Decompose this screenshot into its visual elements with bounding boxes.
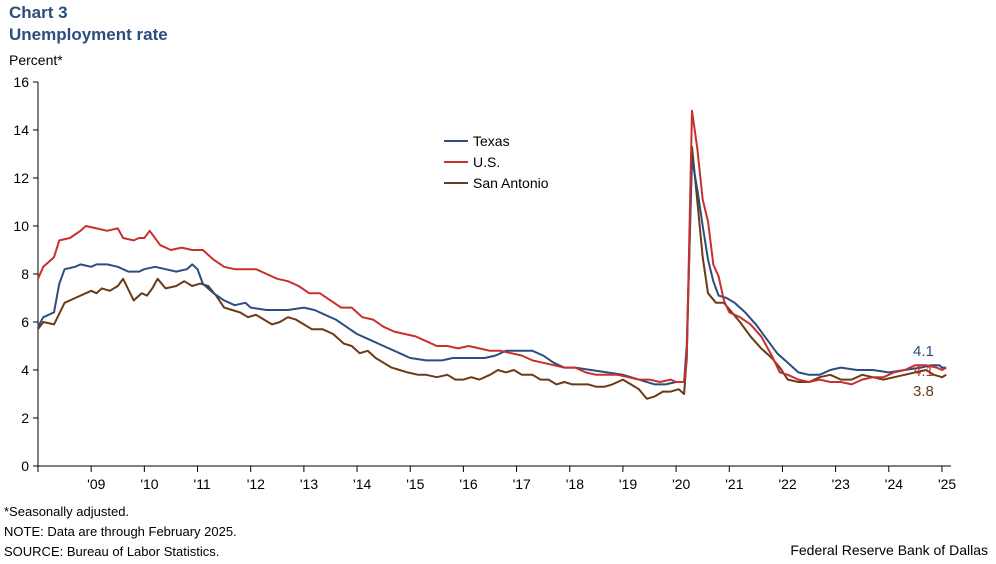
x-tick-label: '20 <box>672 476 690 492</box>
series-line-u-s <box>37 109 947 386</box>
y-tick-label: 6 <box>21 314 29 330</box>
legend-label: Texas <box>473 133 510 149</box>
y-tick-label: 12 <box>13 170 29 186</box>
y-axis-unit: Percent* <box>9 52 63 68</box>
series-lines <box>37 109 947 400</box>
x-tick-label: '24 <box>885 476 903 492</box>
x-tick-label: '10 <box>140 476 158 492</box>
end-label: 3.8 <box>913 383 934 400</box>
x-tick-label: '21 <box>725 476 743 492</box>
x-tick-label: '12 <box>247 476 265 492</box>
x-tick-label: '15 <box>406 476 424 492</box>
x-tick-label: '23 <box>832 476 850 492</box>
y-tick-label: 14 <box>13 122 29 138</box>
chart-title: Unemployment rate <box>9 25 168 44</box>
x-axis-ticks: '09 '10 '11 '12 '13 '14 '15 '16 '17 '18 '19 '20 '21 '… <box>37 466 956 492</box>
x-tick-label: '11 <box>194 476 211 492</box>
end-label: 4.1 <box>913 343 934 360</box>
end-value-labels: 4.1 4.1 3.8 <box>913 343 934 400</box>
y-tick-label: 4 <box>21 362 29 378</box>
x-tick-label: '19 <box>619 476 637 492</box>
series-line-texas <box>37 157 947 386</box>
y-tick-label: 10 <box>13 218 29 234</box>
x-tick-label: '17 <box>513 476 531 492</box>
y-tick-label: 8 <box>21 266 29 282</box>
footnote-note: NOTE: Data are through February 2025. <box>4 524 237 539</box>
series-line-san-antonio <box>37 145 947 400</box>
credit-line: Federal Reserve Bank of Dallas <box>790 542 988 558</box>
footnote-adjusted: *Seasonally adjusted. <box>4 504 130 519</box>
y-tick-label: 16 <box>13 74 29 90</box>
x-tick-label: '16 <box>459 476 477 492</box>
y-tick-label: 2 <box>21 410 29 426</box>
x-tick-label: '22 <box>778 476 796 492</box>
x-tick-label: '14 <box>353 476 371 492</box>
x-tick-label: '13 <box>300 476 318 492</box>
x-tick-label: '09 <box>87 476 105 492</box>
chart-number: Chart 3 <box>9 3 68 22</box>
end-label: 4.1 <box>913 363 934 380</box>
legend-label: San Antonio <box>473 175 549 191</box>
y-axis-ticks: 0 2 4 6 8 10 12 14 16 <box>13 74 38 474</box>
y-tick-label: 0 <box>21 458 29 474</box>
legend-label: U.S. <box>473 154 500 170</box>
x-tick-label: '18 <box>566 476 584 492</box>
footnote-source: SOURCE: Bureau of Labor Statistics. <box>4 544 220 559</box>
legend: Texas U.S. San Antonio <box>444 133 549 191</box>
x-tick-label: '25 <box>938 476 956 492</box>
